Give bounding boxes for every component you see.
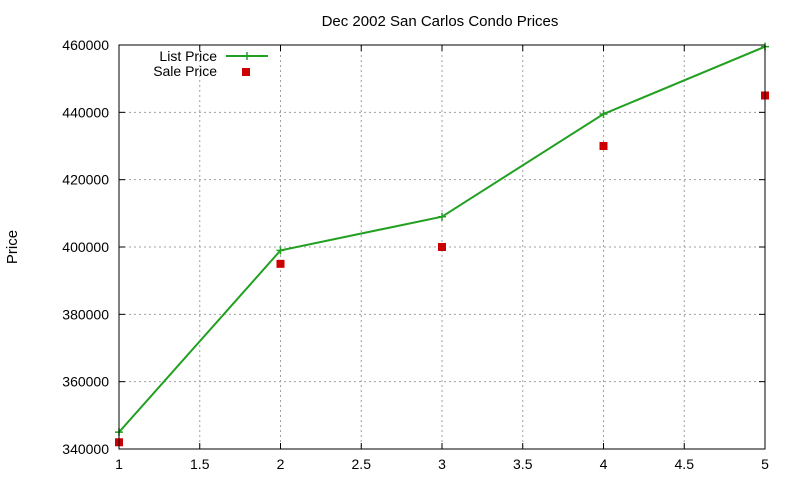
y-tick-label: 360000 bbox=[62, 374, 109, 390]
y-tick-label: 420000 bbox=[62, 172, 109, 188]
x-ticks: 1 1.5 2 2.5 3 3.5 4 4.5 5 bbox=[115, 45, 769, 472]
x-tick-label: 4 bbox=[600, 456, 608, 472]
x-tick-label: 3 bbox=[438, 456, 446, 472]
x-tick-label: 2 bbox=[277, 456, 285, 472]
y-tick-label: 380000 bbox=[62, 306, 109, 322]
legend-label-list-price: List Price bbox=[159, 48, 217, 64]
x-tick-label: 3.5 bbox=[513, 456, 533, 472]
y-axis-label: Price bbox=[4, 230, 21, 264]
x-tick-label: 5 bbox=[761, 456, 769, 472]
chart-title: Dec 2002 San Carlos Condo Prices bbox=[322, 13, 559, 30]
x-tick-label: 2.5 bbox=[352, 456, 372, 472]
y-tick-label: 440000 bbox=[62, 104, 109, 120]
list-price-point bbox=[438, 212, 446, 221]
sale-price-point bbox=[438, 243, 446, 251]
list-price-point bbox=[599, 110, 608, 119]
list-price-point bbox=[276, 246, 285, 255]
legend-marker-list-price bbox=[243, 52, 251, 60]
x-tick-label: 4.5 bbox=[675, 456, 695, 472]
sale-price-point bbox=[599, 142, 608, 150]
sale-price-point bbox=[276, 259, 285, 268]
x-tick-label: 1 bbox=[115, 456, 123, 472]
list-price-line bbox=[118, 45, 766, 433]
y-tick-label: 340000 bbox=[62, 441, 109, 457]
legend-label-sale-price: Sale Price bbox=[153, 63, 217, 79]
y-tick-label: 400000 bbox=[62, 239, 109, 255]
legend-marker-sale-price bbox=[242, 68, 250, 76]
plot-frame bbox=[118, 44, 766, 450]
x-tick-label: 1.5 bbox=[190, 456, 210, 472]
y-tick-label: 460000 bbox=[62, 37, 109, 53]
